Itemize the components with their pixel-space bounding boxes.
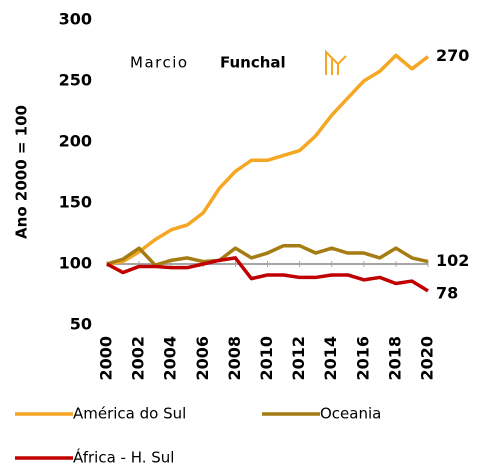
logo-second: Funchal xyxy=(220,54,286,72)
x-tick-label: 2014 xyxy=(321,336,340,381)
x-tick-label: 2020 xyxy=(418,336,437,381)
y-tick-label: 250 xyxy=(59,71,92,90)
x-tick-label: 2010 xyxy=(257,336,276,381)
legend-label: África - H. Sul xyxy=(73,448,174,466)
y-axis-label: Ano 2000 = 100 xyxy=(13,105,31,239)
y-tick-label: 50 xyxy=(70,315,92,334)
logo-icon xyxy=(325,49,347,75)
y-tick-label: 100 xyxy=(59,254,92,273)
x-tick-label: 2004 xyxy=(161,336,180,381)
logo-first: Marcio xyxy=(130,54,189,72)
legend-label: Oceania xyxy=(320,405,381,423)
legend-label: América do Sul xyxy=(73,405,186,423)
series-line xyxy=(106,256,429,293)
x-tick-label: 2016 xyxy=(353,336,372,381)
x-tick-label: 2002 xyxy=(129,336,148,381)
y-tick-label: 300 xyxy=(59,10,92,29)
series-line xyxy=(106,243,429,267)
x-tick-label: 2000 xyxy=(97,336,116,381)
x-tick-label: 2018 xyxy=(385,336,404,381)
x-tick-label: 2008 xyxy=(225,336,244,381)
end-label: 78 xyxy=(436,284,458,303)
y-tick-label: 150 xyxy=(59,193,92,212)
logo-box xyxy=(120,42,356,80)
x-tick-label: 2012 xyxy=(289,336,308,381)
end-label: 102 xyxy=(436,251,469,270)
y-tick-label: 200 xyxy=(59,132,92,151)
x-tick-label: 2006 xyxy=(193,336,212,381)
end-label: 270 xyxy=(436,46,469,65)
series-line xyxy=(106,53,430,266)
